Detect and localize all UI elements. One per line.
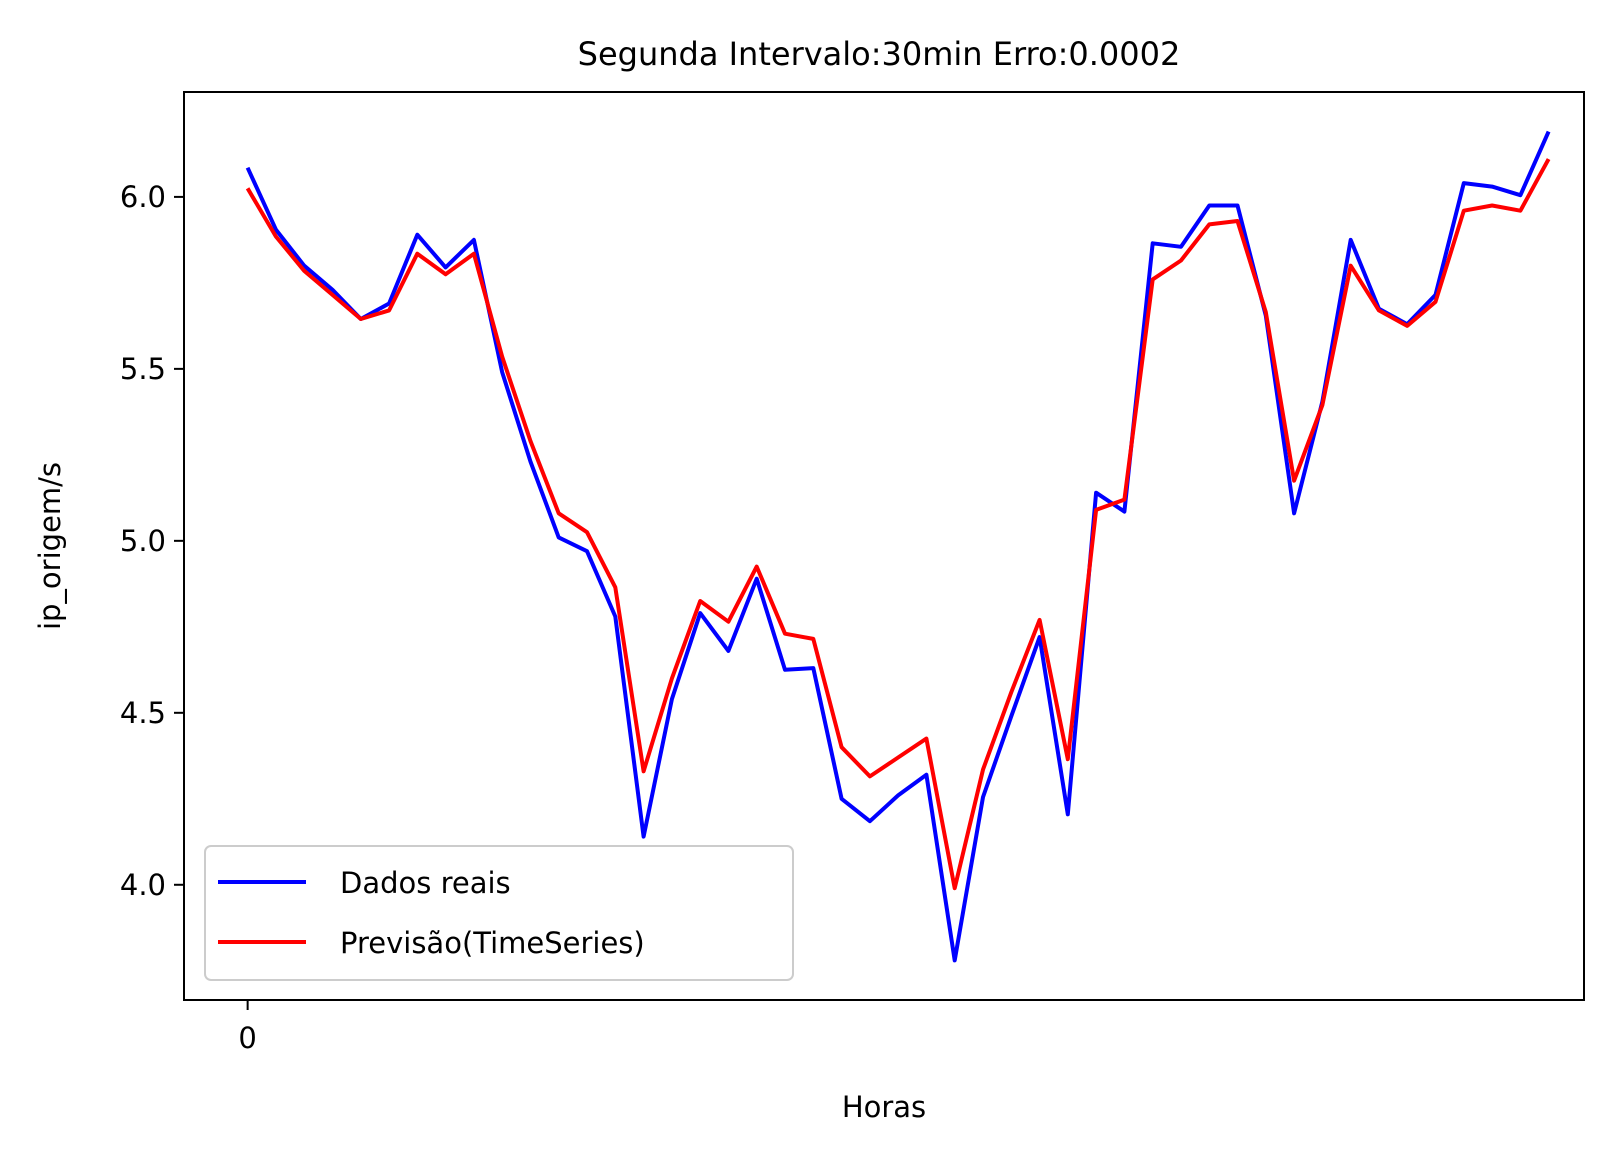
series-line-dados-reais	[245, 130, 1551, 963]
plot-frame	[183, 91, 1585, 1001]
legend-label-dados-reais: Dados reais	[340, 866, 511, 900]
legend-box	[204, 845, 794, 981]
y-tick-label: 5.5	[120, 352, 166, 386]
series-lines	[245, 130, 1551, 963]
x-axis-label: Horas	[842, 1090, 926, 1124]
plot-area	[183, 91, 1585, 1001]
y-axis-label: ip_origem/s	[33, 462, 67, 630]
chart-title: Segunda Intervalo:30min Erro:0.0002	[578, 35, 1181, 73]
x-tick-label: 0	[238, 1021, 256, 1055]
series-line-previsao	[245, 158, 1551, 891]
axis-ticks: 4.0 4.5 5.0 5.5 6.0 0	[120, 180, 257, 1055]
legend-label-previsao: Previsão(TimeSeries)	[340, 926, 645, 960]
y-tick-label: 5.0	[120, 524, 166, 558]
y-tick-label: 4.0	[120, 868, 166, 902]
y-tick-label: 6.0	[120, 180, 166, 214]
legend: Dados reais Previsão(TimeSeries)	[204, 845, 794, 981]
y-tick-label: 4.5	[120, 696, 166, 730]
